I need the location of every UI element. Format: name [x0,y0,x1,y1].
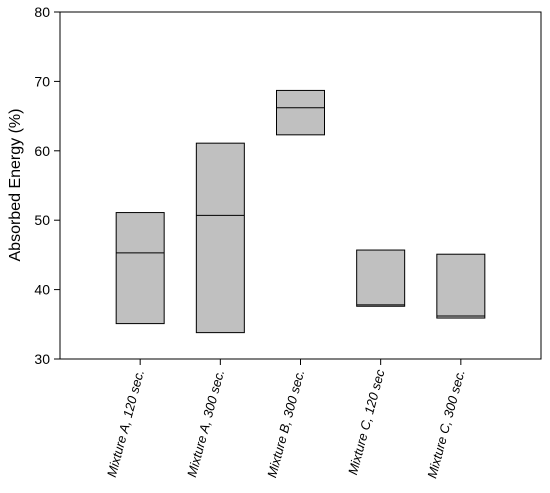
y-tick-label: 80 [34,4,50,20]
y-tick-label: 30 [34,351,50,367]
box-body [436,253,486,319]
y-axis: 30 40 50 60 70 80 [34,4,60,367]
y-tick-label: 40 [34,282,50,298]
y-tick-label: 70 [34,73,50,89]
box [436,253,486,319]
box-body [115,212,165,325]
box [115,212,165,325]
x-category-label: Mixture C, 120 sec [345,367,388,476]
y-tick-label: 50 [34,212,50,228]
box [195,142,245,334]
boxes-layer [115,89,486,334]
y-tick-label: 60 [34,143,50,159]
y-axis-title: Absorbed Energy (%) [7,109,24,262]
x-category-label: Mixture A, 120 sec. [104,368,147,479]
x-category-label: Mixture B, 300 sec. [264,368,307,479]
box-body [276,89,325,136]
box [356,249,406,307]
x-axis-labels: Mixture A, 120 sec. Mixture A, 300 sec. Mi… [104,359,468,480]
x-category-label: Mixture C, 300 sec. [424,368,467,480]
box-body [356,249,406,307]
box [276,89,325,136]
box-body [195,142,245,334]
x-category-label: Mixture A, 300 sec. [184,368,227,479]
